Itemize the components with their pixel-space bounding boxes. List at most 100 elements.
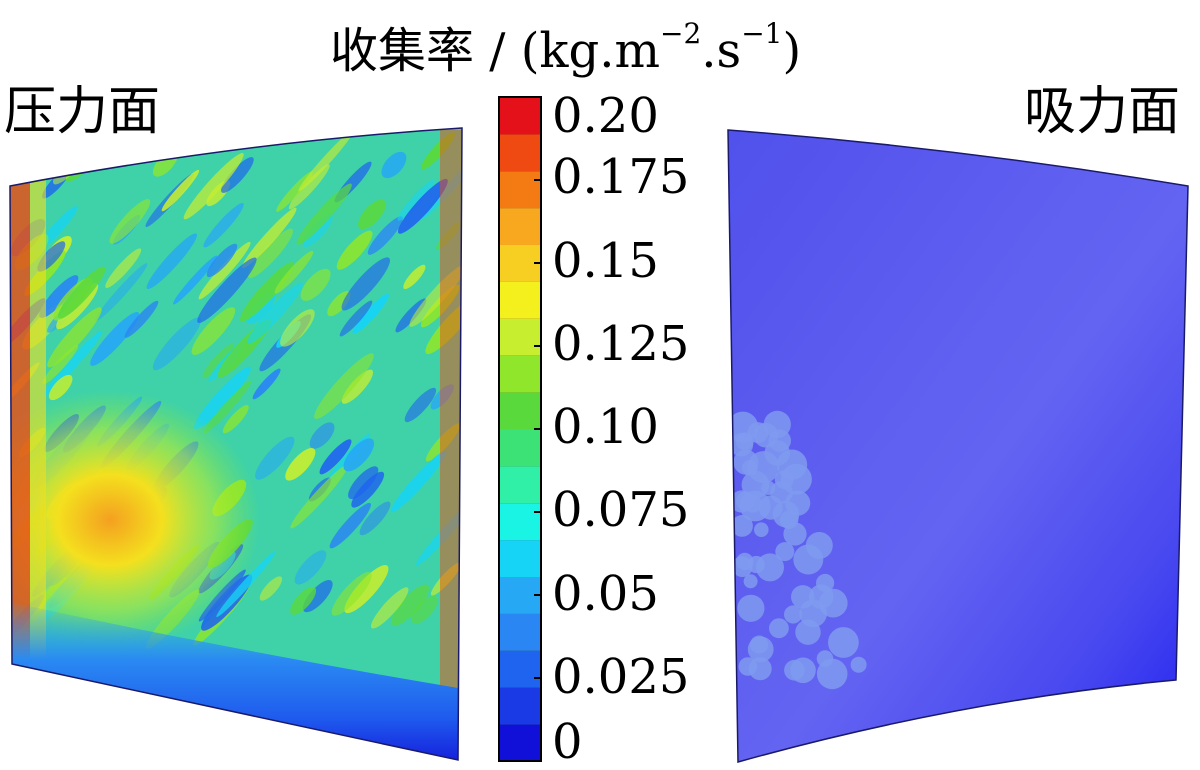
title-main: 收集率 / (kg.m	[330, 23, 661, 79]
title-exponent-1: −2	[660, 17, 702, 50]
suction-spot	[784, 605, 803, 624]
suction-spot	[793, 544, 824, 575]
pressure-streak	[298, 129, 355, 192]
colorbar-tick-label: 0.125	[552, 315, 690, 372]
colorbar-band	[499, 724, 541, 762]
colorbar-band	[499, 207, 541, 246]
pressure-streak	[183, 153, 244, 220]
pressure-streak	[390, 450, 447, 513]
pressure-streak	[197, 257, 257, 323]
suction-spot	[850, 656, 867, 673]
pressure-streak	[252, 368, 281, 400]
pressure-streak	[339, 300, 373, 337]
colorbar-band	[499, 170, 541, 209]
pressure-streak	[329, 502, 371, 549]
suction-spot	[754, 522, 769, 537]
colorbar-tick-label: 0	[552, 714, 583, 770]
pressure-streak	[216, 551, 276, 618]
colorbar-tick-label: 0.05	[552, 565, 659, 622]
pressure-streak	[193, 366, 251, 430]
pressure-streak	[294, 550, 327, 585]
suction-spot	[736, 491, 756, 511]
pressure-streak	[395, 298, 427, 333]
pressure-streak	[359, 501, 391, 536]
pressure-streak	[206, 243, 238, 278]
pressure-streak	[367, 216, 403, 255]
pressure-streak	[247, 282, 303, 344]
colorbar-band	[499, 650, 541, 688]
pressure-streak	[381, 151, 407, 179]
pressure-streak	[42, 344, 79, 385]
suction-surface-outline	[727, 129, 1189, 763]
pressure-streak	[95, 263, 148, 322]
pressure-surface	[10, 128, 462, 760]
pressure-streak	[152, 317, 201, 371]
colorbar-band	[499, 465, 541, 504]
pressure-streak	[290, 464, 348, 529]
pressure-streak	[203, 202, 244, 248]
pressure-streak	[302, 214, 333, 248]
pressure-streak	[39, 275, 79, 318]
colorbar-band	[499, 502, 541, 541]
pressure-streak	[336, 230, 373, 270]
pressure-streak	[58, 266, 106, 319]
pressure-streak	[124, 300, 159, 338]
pressure-side-label: 压力面	[4, 82, 161, 142]
colorbar-tick-label: 0.025	[552, 648, 690, 705]
suction-spot	[731, 515, 753, 537]
pressure-streak	[48, 374, 73, 401]
pressure-streak	[285, 447, 316, 481]
pressure-streak	[43, 330, 103, 396]
pressure-streak	[404, 387, 437, 423]
pressure-streak	[358, 199, 386, 230]
title-end: )	[782, 23, 802, 79]
pressure-streak	[352, 293, 389, 334]
suction-spot	[747, 636, 774, 663]
colorbar-band	[499, 392, 541, 430]
pressure-streak	[391, 584, 430, 626]
pressure-streak	[47, 307, 102, 368]
pressure-streak	[397, 179, 435, 221]
suction-spot	[764, 440, 790, 466]
suction-spot	[729, 433, 754, 457]
pressure-streak	[370, 587, 409, 629]
colorbar-band	[499, 355, 541, 393]
pressure-streak	[203, 380, 252, 434]
pressure-streak	[403, 264, 426, 290]
suction-spot	[775, 542, 795, 562]
pressure-streak	[280, 309, 315, 347]
colorbar	[498, 96, 542, 762]
colorbar-band	[499, 613, 541, 651]
colorbar-band	[499, 133, 541, 172]
pressure-streak	[314, 353, 374, 419]
pressure-streak	[302, 579, 333, 613]
colorbar-tick-label: 0.175	[552, 149, 690, 206]
pressure-streak	[351, 471, 385, 508]
colorbar-title: 收集率 / (kg.m−2.s−1)	[330, 6, 801, 79]
pressure-streak	[146, 233, 198, 290]
pressure-streak	[290, 586, 317, 615]
colorbar-bands	[499, 96, 542, 762]
colorbar-band	[499, 97, 541, 135]
suction-spot	[828, 627, 859, 658]
pressure-streak	[411, 595, 438, 624]
colorbar-band	[499, 539, 541, 578]
pressure-streak	[274, 250, 314, 294]
pressure-streak	[240, 262, 294, 322]
suction-spot	[769, 618, 789, 639]
suction-spot	[816, 573, 835, 593]
pressure-streak	[397, 178, 448, 234]
suction-spot	[816, 658, 848, 690]
pressure-streak	[105, 248, 142, 288]
colorbar-band	[499, 318, 541, 356]
pressure-streak	[300, 268, 331, 301]
pressure-streak	[327, 291, 351, 317]
suction-spot	[761, 480, 776, 495]
pressure-streak	[51, 141, 81, 174]
pressure-streak	[191, 307, 236, 355]
pressure-streak	[222, 405, 249, 434]
pressure-streak	[90, 311, 140, 366]
colorbar-tick-label: 0.10	[552, 399, 659, 455]
pressure-streak	[341, 257, 391, 311]
